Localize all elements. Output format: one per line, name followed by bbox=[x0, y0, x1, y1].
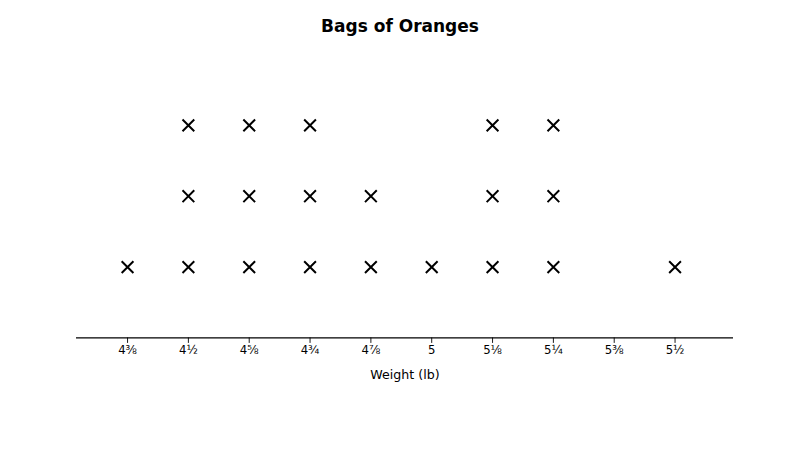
svg-text:5: 5 bbox=[428, 343, 435, 357]
svg-text:Weight (lb): Weight (lb) bbox=[370, 367, 439, 382]
svg-text:5¼: 5¼ bbox=[544, 343, 563, 357]
svg-text:5⅛: 5⅛ bbox=[483, 343, 502, 357]
svg-text:5⅜: 5⅜ bbox=[605, 343, 624, 357]
svg-text:4½: 4½ bbox=[179, 343, 198, 357]
svg-text:4⅝: 4⅝ bbox=[240, 343, 259, 357]
svg-text:4⅜: 4⅜ bbox=[118, 343, 137, 357]
svg-text:4⅞: 4⅞ bbox=[362, 343, 381, 357]
svg-text:5½: 5½ bbox=[666, 343, 685, 357]
svg-text:4¾: 4¾ bbox=[301, 343, 320, 357]
html-text:Bags of Oranges: Bags of Oranges bbox=[321, 16, 479, 36]
